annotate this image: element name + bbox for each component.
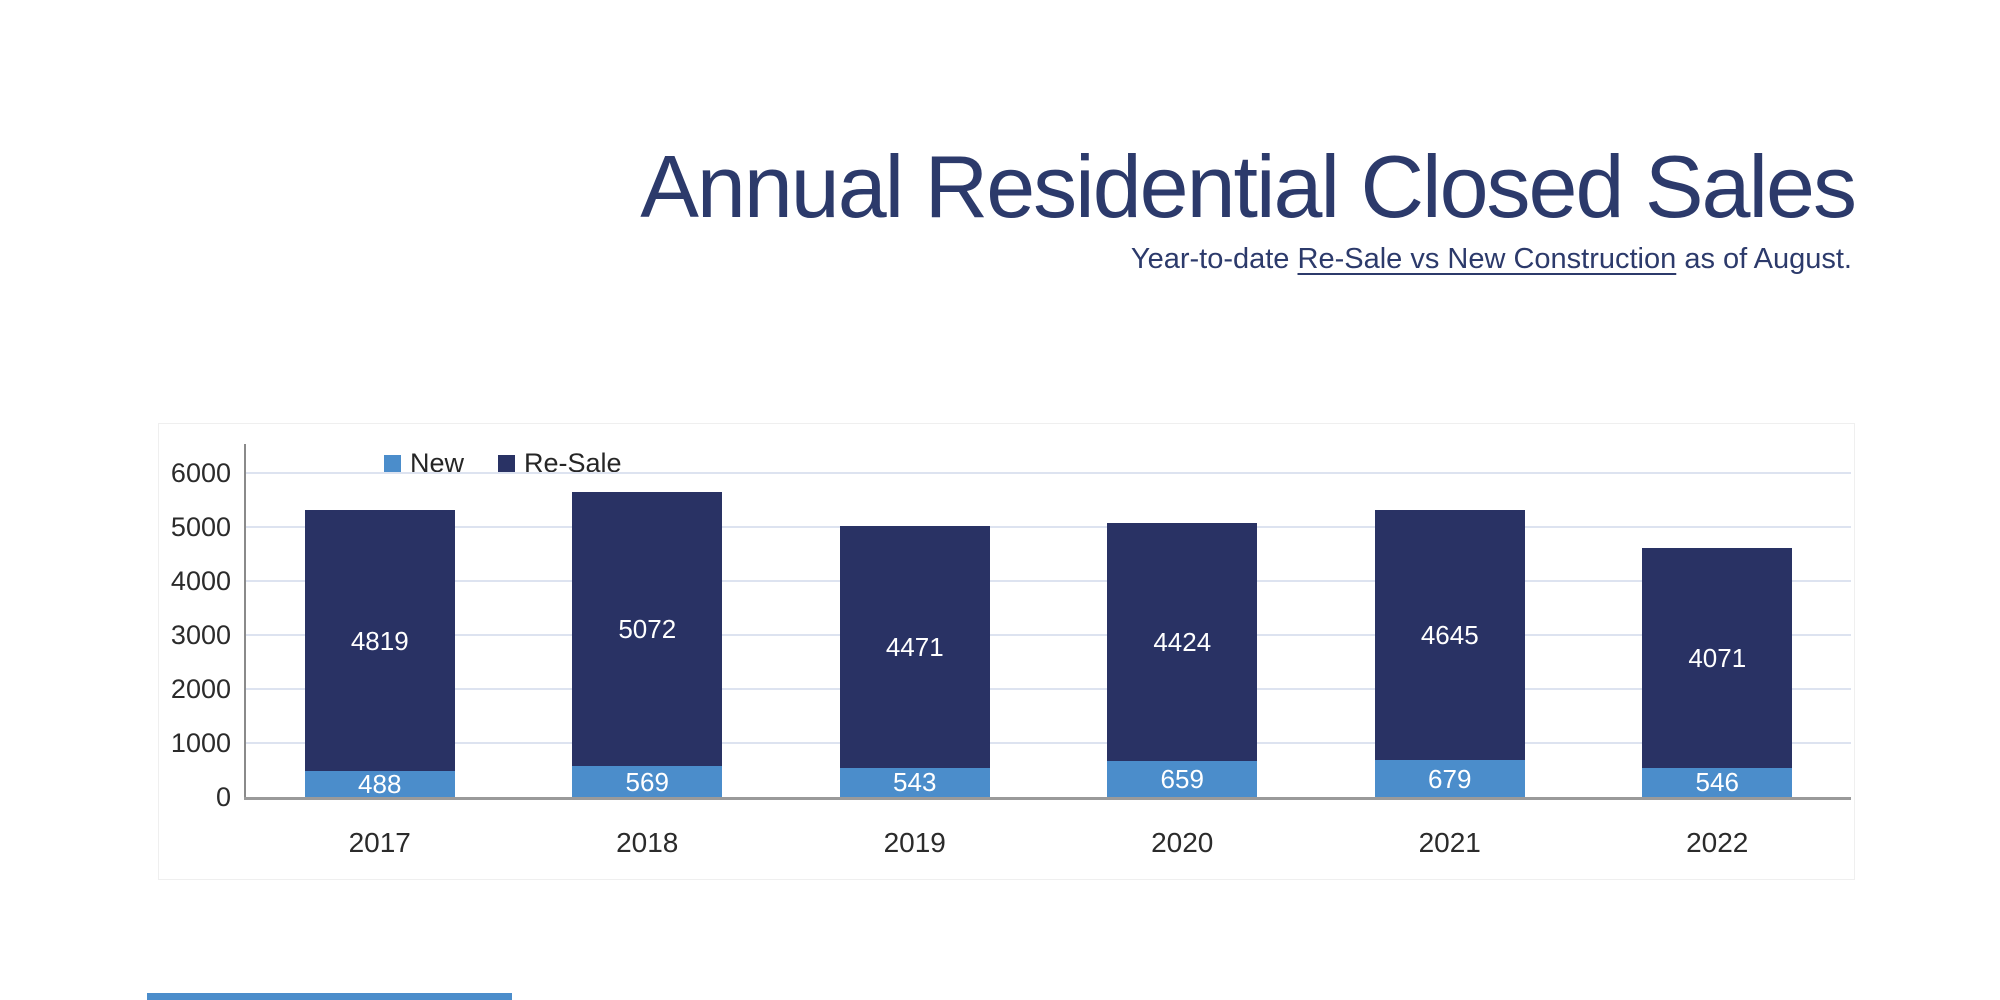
bar-value-label: 569: [625, 766, 669, 797]
bar-value-label: 4071: [1688, 642, 1747, 673]
x-axis-category-label: 2022: [1686, 827, 1749, 858]
gridline-6000: [246, 472, 1851, 474]
bar-2018-new-segment: 569: [572, 766, 723, 797]
bar-value-label: 4471: [885, 631, 944, 662]
legend-item-resale: Re-Sale: [498, 448, 622, 479]
legend-item-new: New: [384, 448, 464, 479]
bar-value-label: 543: [893, 767, 937, 798]
x-axis-category-label: 2017: [348, 827, 411, 858]
bar-2019-new-segment: 543: [839, 767, 990, 798]
gridline-4000: [246, 580, 1851, 582]
x-axis-line: [244, 797, 1851, 800]
y-axis-tick-label: 5000: [170, 512, 231, 542]
y-axis-tick-label: 6000: [170, 458, 231, 488]
x-axis-category-label: 2020: [1151, 827, 1214, 858]
legend-swatch-resale-icon: [498, 455, 516, 472]
y-axis-tick-label: 0: [215, 782, 231, 812]
legend-label-resale: Re-Sale: [524, 448, 622, 478]
y-axis-tick-label: 3000: [170, 620, 231, 650]
legend-label-new: New: [410, 448, 465, 478]
chart-title: Annual Residential Closed Sales: [640, 137, 1857, 236]
x-axis-category-label: 2019: [883, 827, 946, 858]
gridline-2000: [246, 688, 1851, 690]
gridline-3000: [246, 634, 1851, 636]
chart-subtitle: Year-to-date Re-Sale vs New Construction…: [1131, 243, 1852, 276]
y-axis-tick-label: 1000: [170, 728, 231, 758]
subtitle-underlined-text: Re-Sale vs New Construction: [1297, 243, 1677, 275]
bar-2021-new-segment: 679: [1374, 760, 1525, 797]
y-axis-tick-label: 4000: [170, 566, 231, 596]
legend: New Re-Sale: [384, 448, 622, 479]
bar-2019-resale-segment: 4471: [839, 526, 990, 768]
bar-2022-resale-segment: 4071: [1642, 547, 1793, 768]
subtitle-suffix: as of August.: [1676, 243, 1852, 275]
subtitle-prefix: Year-to-date: [1130, 243, 1298, 275]
bar-2017-resale-segment: 4819: [304, 510, 455, 771]
gridline-1000: [246, 742, 1851, 744]
bar-2018-resale-segment: 5072: [572, 492, 723, 767]
y-axis-line: [244, 444, 246, 800]
x-axis-category-label: 2018: [616, 827, 679, 858]
y-axis-tick-label: 2000: [170, 674, 231, 704]
bar-value-label: 4819: [350, 625, 409, 656]
bar-value-label: 488: [358, 768, 402, 799]
legend-swatch-new-icon: [384, 455, 401, 472]
cropped-next-chart-bar: [147, 993, 512, 1000]
bar-value-label: 679: [1428, 763, 1472, 794]
bar-2020-new-segment: 659: [1107, 761, 1258, 797]
bar-2017-new-segment: 488: [304, 768, 455, 799]
bar-2021-resale-segment: 4645: [1374, 509, 1525, 761]
x-axis-category-label: 2021: [1418, 827, 1481, 858]
bar-value-label: 5072: [618, 614, 677, 645]
gridline-5000: [246, 526, 1851, 528]
bar-chart: New Re-Sale 0 1000 2000 3000 4000 5000 6000 481…: [158, 423, 1855, 880]
bar-value-label: 546: [1695, 767, 1739, 798]
bar-value-label: 4424: [1153, 626, 1212, 657]
bar-2020-resale-segment: 4424: [1107, 522, 1258, 762]
bar-value-label: 659: [1160, 764, 1204, 795]
bar-value-label: 4645: [1420, 619, 1479, 650]
bar-2022-new-segment: 546: [1642, 767, 1793, 798]
